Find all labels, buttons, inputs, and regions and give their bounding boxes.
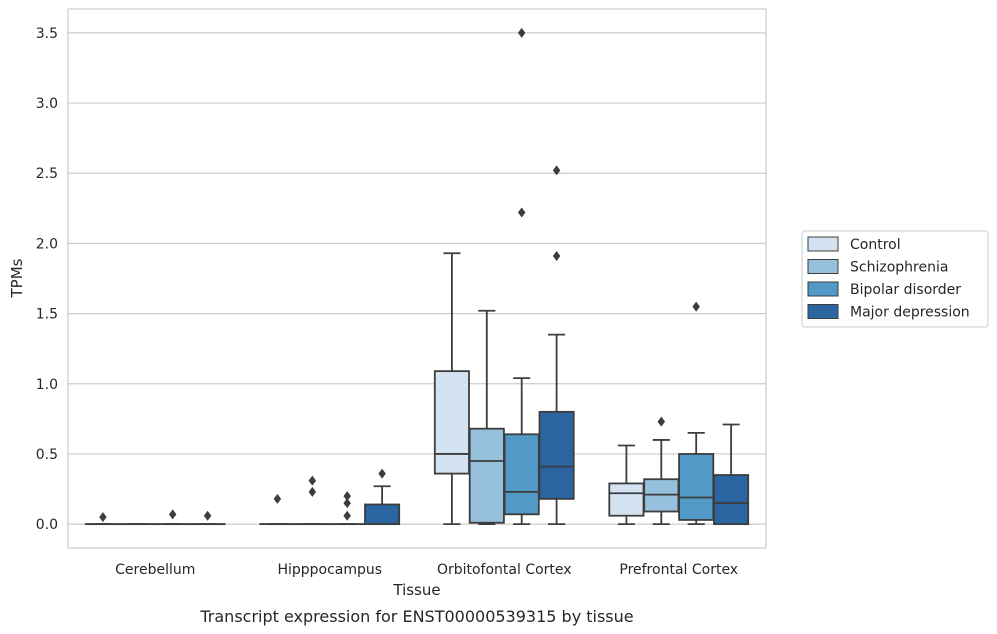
y-tick-label: 3.5 <box>36 26 58 42</box>
iqr-box <box>713 474 750 526</box>
legend-swatch <box>807 304 839 319</box>
iqr-box <box>433 370 470 475</box>
outlier-point <box>99 512 107 523</box>
outlier-point <box>343 510 351 521</box>
box-1-1 <box>294 475 331 526</box>
iqr-box <box>678 453 715 521</box>
legend: Control Schizophrenia Bipolar disorder Majo… <box>801 230 989 328</box>
box-3-0 <box>608 444 645 526</box>
outlier-point <box>692 301 700 312</box>
box-1-0 <box>259 493 296 526</box>
outlier-point <box>343 498 351 509</box>
box-1-3 <box>364 468 401 526</box>
iqr-box <box>364 503 401 526</box>
outlier-point <box>657 416 666 427</box>
legend-label: Major depression <box>850 305 970 321</box>
chart-caption: Transcript expression for ENST0000053931… <box>199 607 633 626</box>
box-3-2 <box>678 301 715 526</box>
outlier-point <box>308 486 317 497</box>
x-tick-labels: Cerebellum Hipppocampus Orbitofontal Corte… <box>115 562 738 578</box>
legend-swatch <box>807 259 839 274</box>
outlier-point <box>378 468 386 479</box>
x-axis-label: Tissue <box>392 581 440 599</box>
x-tick-label: Hipppocampus <box>277 562 382 578</box>
outlier-point <box>517 27 526 38</box>
y-tick-label: 2.5 <box>36 166 58 182</box>
box-2-1 <box>468 309 505 526</box>
plot-area-frame <box>67 8 767 549</box>
legend-frame <box>801 230 989 328</box>
box-2-0 <box>433 252 470 526</box>
y-tick-labels: 0.0 0.5 1.0 1.5 2.0 2.5 3.0 3.5 <box>36 26 58 533</box>
outlier-point <box>203 510 212 521</box>
outlier-point <box>273 493 282 504</box>
y-tick-label: 1.5 <box>36 307 58 323</box>
outlier-point <box>343 491 351 502</box>
y-tick-label: 1.0 <box>36 377 58 393</box>
iqr-box <box>538 410 575 500</box>
x-tick-label: Cerebellum <box>115 562 195 578</box>
y-tick-label: 0.0 <box>36 517 58 533</box>
legend-label: Control <box>850 237 901 253</box>
outlier-point <box>552 251 561 262</box>
y-tick-label: 0.5 <box>36 447 58 463</box>
legend-swatch <box>807 236 839 252</box>
box-3-3 <box>713 423 750 526</box>
iqr-box <box>503 433 540 516</box>
x-tick-label: Orbitofontal Cortex <box>437 562 572 578</box>
box-0-2 <box>154 509 191 526</box>
box-2-3 <box>538 165 575 526</box>
legend-swatch <box>807 281 839 297</box>
iqr-box <box>608 482 645 517</box>
outlier-point <box>552 165 561 176</box>
y-axis-label: TPMs <box>8 258 26 298</box>
outlier-point <box>308 475 317 486</box>
box-3-1 <box>643 416 680 526</box>
outlier-point <box>168 509 177 520</box>
box-0-3 <box>189 510 226 526</box>
legend-label: Schizophrenia <box>850 260 948 276</box>
box-2-2 <box>503 27 540 526</box>
box-0-0 <box>84 512 121 526</box>
box-series <box>84 27 750 526</box>
outlier-point <box>517 207 526 218</box>
box-1-2 <box>329 491 366 526</box>
legend-label: Bipolar disorder <box>850 282 961 298</box>
grid-lines <box>68 32 766 525</box>
x-tick-label: Prefrontal Cortex <box>619 562 738 578</box>
y-tick-label: 3.0 <box>36 96 58 112</box>
y-tick-label: 2.0 <box>36 236 58 252</box>
iqr-box <box>468 427 505 524</box>
